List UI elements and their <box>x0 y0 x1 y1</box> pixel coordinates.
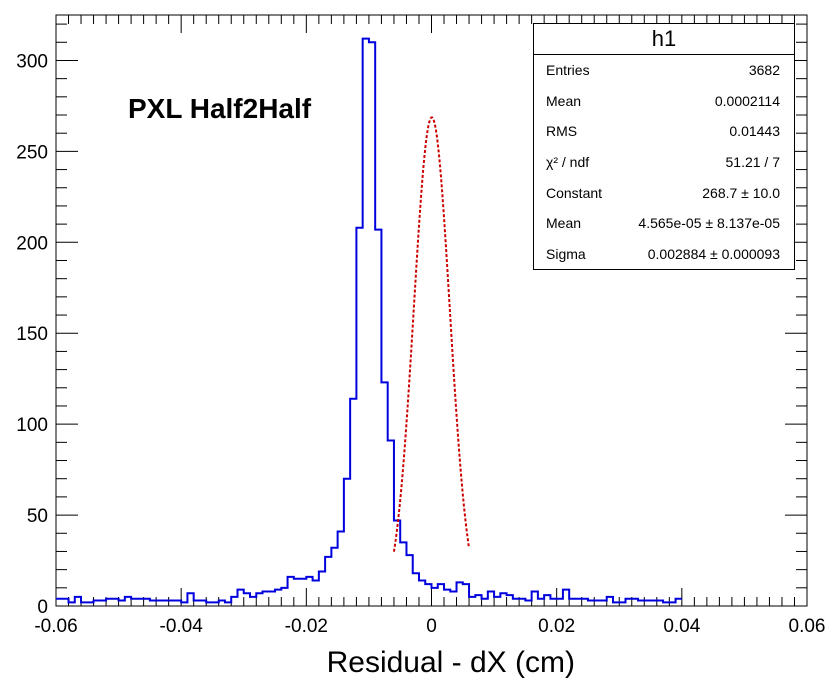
stats-key: χ² / ndf <box>546 154 590 171</box>
stats-key: Sigma <box>546 246 586 263</box>
stats-key: Mean <box>546 92 582 109</box>
chart-annotation: PXL Half2Half <box>128 93 312 124</box>
x-tick-label: -0.04 <box>160 616 204 637</box>
stats-box: h1 Entries 3682 Mean 0.0002114 RMS 0.01443 … <box>533 23 795 270</box>
y-tick-label: 200 <box>16 233 48 254</box>
x-tick-label: 0.04 <box>663 616 700 637</box>
stats-value: 4.565e-05 ± 8.137e-05 <box>638 215 780 232</box>
y-tick-label: 300 <box>16 51 48 72</box>
stats-key: RMS <box>546 123 578 140</box>
stats-key: Constant <box>546 184 603 201</box>
stats-row: Entries 3682 <box>534 55 794 86</box>
stats-value: 0.01443 <box>729 123 780 140</box>
y-tick-label: 150 <box>16 324 48 345</box>
x-tick-label: -0.02 <box>285 616 328 637</box>
stats-row: χ² / ndf 51.21 / 7 <box>534 147 794 178</box>
stats-title: h1 <box>534 24 794 55</box>
stats-value: 268.7 ± 10.0 <box>702 184 780 201</box>
y-tick-label: 250 <box>16 142 48 163</box>
stats-value: 0.002884 ± 0.000093 <box>647 246 780 263</box>
y-tick-label: 100 <box>16 415 48 436</box>
stats-value: 3682 <box>748 62 780 78</box>
y-tick-label: 0 <box>37 597 48 618</box>
x-tick-labels: -0.06 -0.04 -0.02 0 0.02 0.04 0.06 <box>34 616 825 637</box>
stats-key: Entries <box>546 62 590 78</box>
stats-value: 51.21 / 7 <box>725 154 781 171</box>
stats-row: Mean 4.565e-05 ± 8.137e-05 <box>534 208 794 239</box>
gaussian-fit-line <box>392 116 471 552</box>
stats-value: 0.0002114 <box>714 92 780 109</box>
stats-row: RMS 0.01443 <box>534 116 794 147</box>
x-tick-label: -0.06 <box>34 616 77 637</box>
x-axis-title: Residual - dX (cm) <box>327 646 575 679</box>
axis-ticks <box>55 15 808 607</box>
stats-row: Constant 268.7 ± 10.0 <box>534 178 794 209</box>
stats-row: Sigma 0.002884 ± 0.000093 <box>534 239 794 270</box>
x-tick-label: 0 <box>426 616 437 637</box>
x-tick-label: 0.06 <box>789 616 826 637</box>
histogram-line <box>56 37 682 604</box>
y-tick-label: 50 <box>27 506 48 527</box>
stats-row: Mean 0.0002114 <box>534 86 794 117</box>
y-tick-labels: 0 50 100 150 200 250 300 <box>16 51 48 618</box>
x-tick-label: 0.02 <box>538 616 575 637</box>
stats-key: Mean <box>546 215 582 232</box>
